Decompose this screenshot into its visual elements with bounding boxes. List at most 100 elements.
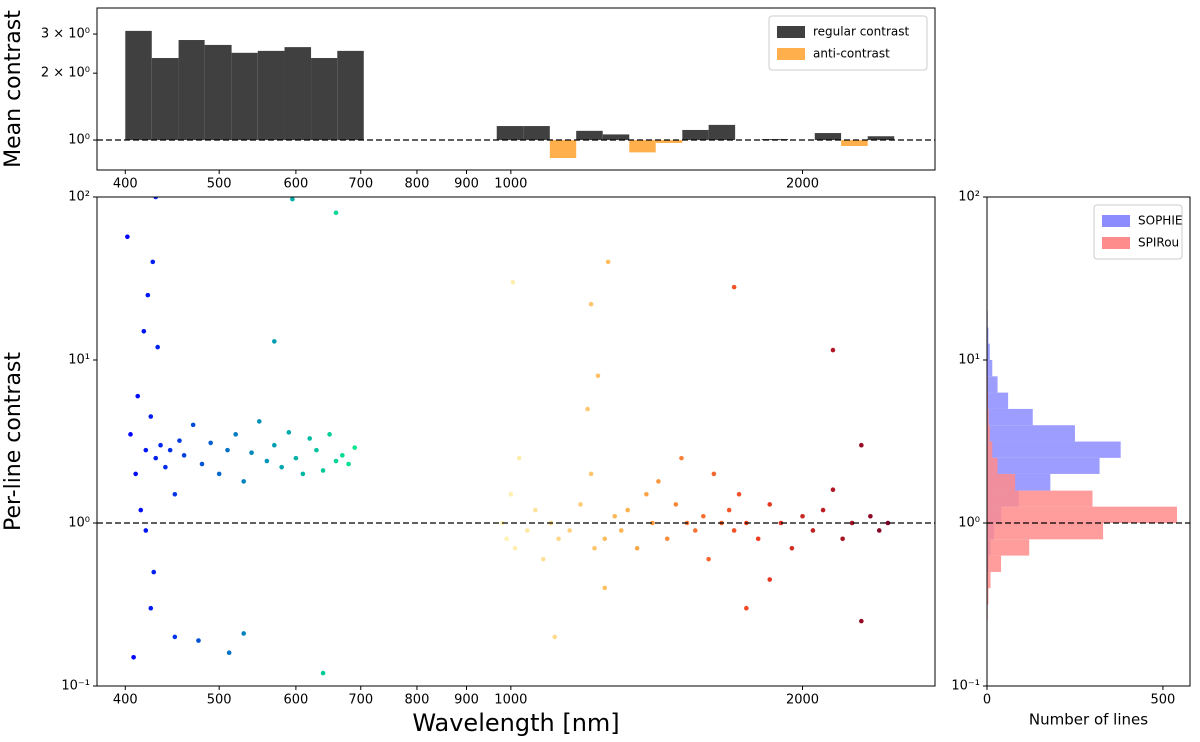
point <box>225 447 230 453</box>
point <box>320 670 326 676</box>
point <box>125 234 130 240</box>
point <box>167 447 173 453</box>
point <box>625 507 630 513</box>
axes-frame <box>96 196 936 687</box>
bar <box>151 58 179 141</box>
point <box>128 432 133 437</box>
legend-label: SPIRou <box>1138 236 1179 250</box>
point <box>605 259 611 265</box>
hist-bar <box>987 327 989 344</box>
legend-swatch <box>1102 215 1130 227</box>
point <box>840 536 845 542</box>
bar <box>708 124 736 141</box>
y-tick-label: 10⁻¹ <box>61 679 90 694</box>
point <box>859 618 864 624</box>
point <box>508 491 514 497</box>
point <box>340 453 345 458</box>
legend-label: anti-contrast <box>813 47 890 61</box>
x-tick-label: 0 <box>983 693 991 708</box>
point <box>158 442 163 448</box>
bar <box>655 140 683 143</box>
y-tick-label: 10¹ <box>68 353 90 368</box>
hist-bar <box>987 588 989 605</box>
x-tick-label: 1000 <box>494 693 527 708</box>
point <box>181 453 187 458</box>
hist-bar <box>987 539 1030 556</box>
point <box>876 528 882 533</box>
point <box>885 520 891 526</box>
hist-bar <box>987 408 1033 426</box>
legend-swatch <box>1102 237 1130 249</box>
point <box>226 650 232 656</box>
point <box>145 292 151 298</box>
hist-bar <box>987 425 1075 442</box>
point <box>767 502 773 507</box>
hist-bar <box>987 392 1009 409</box>
point <box>300 471 306 477</box>
point <box>552 634 558 640</box>
point <box>256 419 262 424</box>
point <box>135 393 141 399</box>
point <box>578 502 583 507</box>
point <box>533 507 538 513</box>
x-tick-label: 400 <box>113 177 138 192</box>
axes-frame <box>986 196 1191 687</box>
point <box>588 301 594 307</box>
bar <box>549 140 577 159</box>
bar <box>867 136 895 141</box>
hist-bar <box>987 473 1016 491</box>
point <box>177 438 182 443</box>
point <box>830 487 836 493</box>
bar <box>257 50 285 141</box>
y-tick-label: 2 × 10⁰ <box>41 66 90 81</box>
point <box>196 638 201 643</box>
x-tick-label: 600 <box>283 693 308 708</box>
point <box>272 339 277 344</box>
y-tick-label: 10⁰ <box>68 516 90 531</box>
point <box>333 210 339 216</box>
point <box>153 455 159 461</box>
hist-bar <box>987 441 993 458</box>
point <box>163 464 168 470</box>
plot-area <box>125 30 895 159</box>
point <box>241 631 246 636</box>
point <box>143 447 149 453</box>
bar <box>814 133 842 141</box>
point <box>264 458 270 464</box>
bar <box>523 126 550 141</box>
plot-area <box>125 197 891 676</box>
x-tick-label: 500 <box>207 693 232 708</box>
x-axis-label: Number of lines <box>1029 711 1148 729</box>
point <box>789 545 795 551</box>
bar <box>125 30 152 141</box>
point <box>148 414 154 419</box>
x-tick-label: 800 <box>405 177 430 192</box>
x-tick-label: 500 <box>1150 693 1175 708</box>
x-tick-label: 700 <box>348 693 373 708</box>
bar <box>178 40 205 141</box>
point <box>634 545 640 551</box>
bar <box>682 129 709 141</box>
point <box>849 520 855 526</box>
legend-label: regular contrast <box>813 25 910 39</box>
point <box>525 528 530 533</box>
x-tick-label: 2000 <box>786 693 819 708</box>
y-axis-label: Per-line contrast <box>1 352 26 531</box>
point <box>333 458 339 464</box>
legend-label: SOPHIE <box>1138 214 1182 228</box>
legend-swatch <box>777 48 805 60</box>
y-tick-label: 3 × 10⁰ <box>41 27 90 42</box>
point <box>731 284 737 290</box>
point <box>143 528 149 533</box>
point <box>588 471 594 477</box>
hist-bar <box>987 523 1104 540</box>
point <box>216 471 222 477</box>
legend-box <box>768 15 928 71</box>
point <box>711 471 717 477</box>
axes-frame <box>96 7 936 171</box>
point <box>755 536 761 542</box>
point <box>868 513 873 519</box>
x-tick-label: 500 <box>207 177 232 192</box>
x-tick-label: 900 <box>454 177 479 192</box>
